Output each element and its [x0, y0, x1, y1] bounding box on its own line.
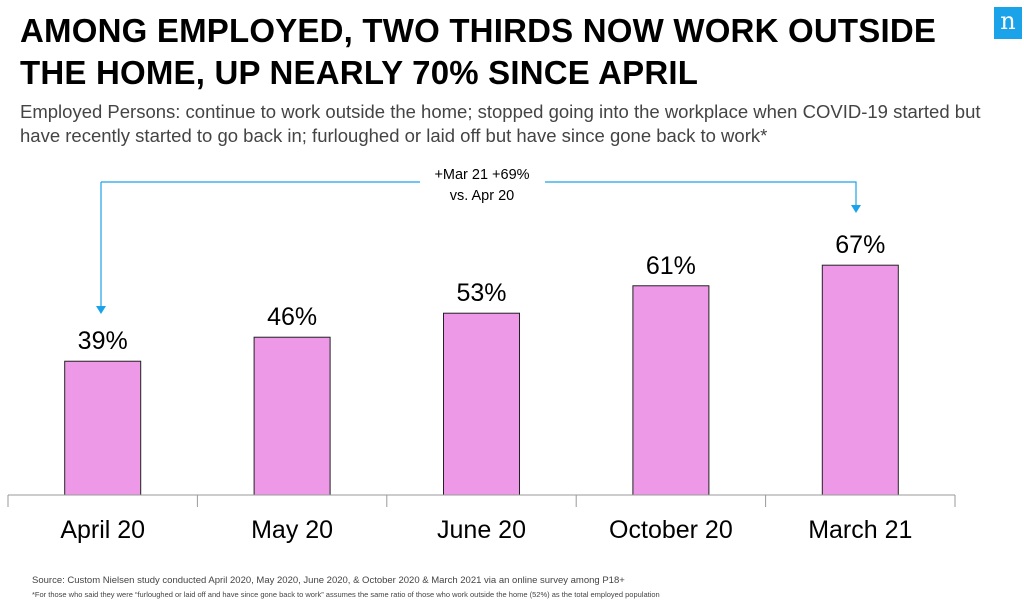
- annotation-arrowhead-right: [851, 205, 861, 213]
- annotation-bracket-right: [545, 181, 857, 206]
- category-label: October 20: [609, 516, 733, 544]
- bar-march-21: [821, 264, 899, 496]
- value-label: 46%: [267, 303, 317, 331]
- value-label: 53%: [456, 279, 506, 307]
- annotation-arrowhead-left: [96, 306, 106, 314]
- bar-chart: +Mar 21 +69% vs. Apr 20 39%46%53%61%67% …: [7, 167, 956, 544]
- value-label: 67%: [835, 231, 885, 259]
- category-label: April 20: [60, 516, 145, 544]
- chart-subtitle: Employed Persons: continue to work outsi…: [20, 101, 981, 146]
- value-label: 39%: [78, 327, 128, 355]
- bar-june-20: [443, 312, 520, 496]
- bar-may-20: [253, 336, 331, 496]
- bar-october-20: [632, 285, 710, 496]
- page-title: AMONG EMPLOYED, TWO THIRDS NOW WORK OUTS…: [20, 12, 937, 91]
- annotation-line-2: vs. Apr 20: [450, 188, 514, 204]
- source-note: Source: Custom Nielsen study conducted A…: [32, 575, 625, 586]
- bar-april-20: [64, 360, 142, 496]
- category-label: March 21: [808, 516, 912, 544]
- value-label: 61%: [646, 252, 696, 280]
- nielsen-logo-icon: n: [994, 7, 1022, 39]
- change-annotation: +Mar 21 +69% vs. Apr 20: [96, 167, 861, 314]
- bars-group: [64, 264, 899, 496]
- x-axis: April 20 May 20 June 20 October 20 March 21: [7, 494, 956, 544]
- category-label: May 20: [251, 516, 333, 544]
- footnote: *For those who said they were “furloughe…: [32, 590, 660, 599]
- value-labels-group: 39% 46% 53% 61% 67%: [78, 231, 886, 355]
- category-label: June 20: [437, 516, 526, 544]
- annotation-line-1: +Mar 21 +69%: [434, 167, 529, 183]
